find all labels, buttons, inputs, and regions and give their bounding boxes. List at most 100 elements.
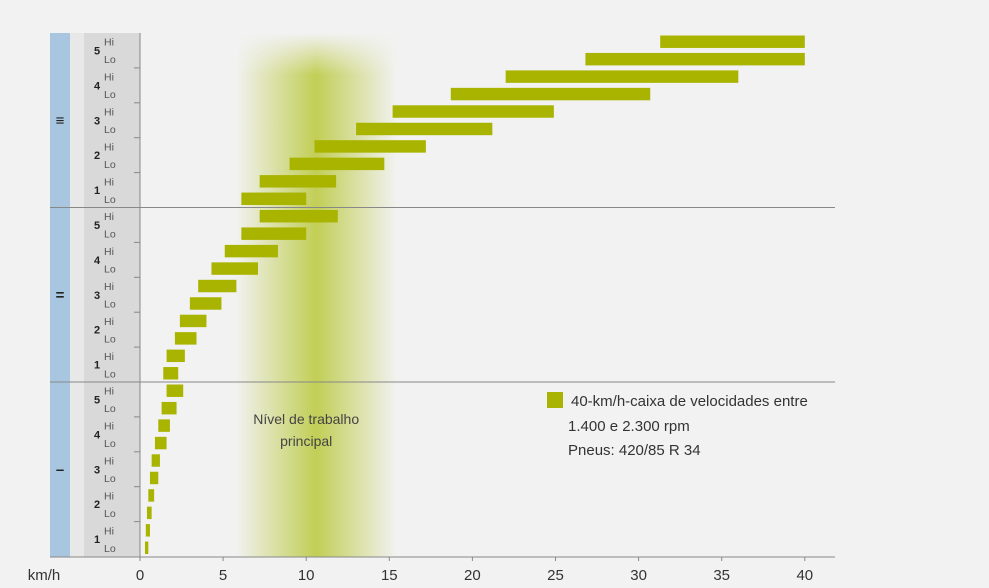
gear-number-label: 3 — [94, 290, 100, 302]
x-tick-label: 5 — [219, 567, 227, 583]
gear-mode-label: Hi — [104, 281, 114, 293]
x-axis-label: km/h — [28, 567, 61, 583]
gear-number-label: 1 — [94, 360, 100, 372]
gear-mode-label: Hi — [104, 107, 114, 119]
gear-number-label: 5 — [94, 394, 100, 406]
speed-range-bar — [148, 489, 155, 502]
gear-mode-label: Lo — [104, 543, 116, 555]
gear-number-label: 4 — [94, 80, 101, 92]
speed-range-bar — [179, 314, 207, 328]
gear-number-label: 4 — [94, 255, 101, 267]
x-tick-label: 0 — [136, 567, 144, 583]
x-tick-label: 30 — [630, 567, 647, 583]
speed-range-bar — [241, 227, 307, 240]
group-label: – — [56, 461, 64, 478]
gear-mode-label: Hi — [104, 211, 114, 223]
gear-number-label: 3 — [94, 464, 100, 476]
gear-mode-label: Lo — [104, 333, 116, 345]
gear-mode-label: Lo — [104, 194, 116, 206]
gear-mode-label: Hi — [104, 72, 114, 84]
gear-number-label: 3 — [94, 115, 100, 127]
band-label-line-2: principal — [280, 433, 332, 449]
gear-number-label: 2 — [94, 325, 100, 337]
speed-range-bar — [158, 419, 170, 432]
gear-label-column — [84, 33, 140, 557]
speed-range-bar — [146, 506, 152, 520]
speed-range-bar — [660, 35, 805, 48]
gear-mode-label: Lo — [104, 54, 116, 66]
gear-number-label: 5 — [94, 220, 100, 232]
gear-mode-label: Lo — [104, 508, 116, 520]
x-tick-label: 25 — [547, 567, 564, 583]
gear-number-label: 2 — [94, 150, 100, 162]
x-tick-label: 40 — [796, 567, 813, 583]
speed-range-bar — [174, 332, 197, 345]
gear-mode-label: Lo — [104, 403, 116, 415]
gear-mode-label: Lo — [104, 229, 116, 241]
speed-range-bar — [259, 175, 337, 188]
gear-mode-label: Lo — [104, 368, 116, 380]
speed-range-bar — [144, 541, 149, 554]
working-band-fade — [235, 33, 398, 557]
speed-range-bar — [505, 70, 739, 83]
gear-mode-label: Hi — [104, 351, 114, 363]
x-tick-label: 15 — [381, 567, 398, 583]
gear-number-label: 1 — [94, 185, 100, 197]
gear-mode-label: Hi — [104, 490, 114, 502]
speed-range-bar — [259, 210, 338, 223]
legend-line-1: 40-km/h-caixa de velocidades entre — [571, 393, 808, 410]
speed-range-bar — [145, 524, 150, 537]
speed-range-bar — [154, 436, 167, 450]
gear-mode-label: Hi — [104, 141, 114, 153]
group-column-divider — [70, 33, 84, 557]
x-tick-label: 35 — [713, 567, 730, 583]
legend-line-3: Pneus: 420/85 R 34 — [568, 442, 701, 459]
speed-range-bar — [241, 192, 307, 205]
speed-range-bar — [356, 122, 493, 136]
gear-mode-label: Lo — [104, 473, 116, 485]
gear-number-label: 2 — [94, 499, 100, 511]
speed-range-bar — [314, 140, 426, 153]
speed-range-bar — [151, 454, 160, 467]
speed-range-bar — [198, 279, 237, 293]
gear-mode-label: Lo — [104, 438, 116, 450]
gear-mode-label: Lo — [104, 159, 116, 171]
x-tick-label: 10 — [298, 567, 315, 583]
gear-mode-label: Lo — [104, 124, 116, 136]
speed-range-bar — [166, 349, 185, 363]
gear-number-label: 5 — [94, 45, 100, 57]
gear-mode-label: Hi — [104, 246, 114, 258]
speed-range-bar — [211, 262, 259, 275]
x-tick-label: 20 — [464, 567, 481, 583]
legend-swatch — [547, 392, 563, 408]
speed-range-bar — [585, 52, 805, 66]
speed-range-bar — [224, 244, 278, 258]
gear-number-label: 1 — [94, 534, 100, 546]
gear-mode-label: Hi — [104, 456, 114, 468]
speed-range-bar — [166, 384, 184, 397]
group-column — [50, 33, 70, 557]
group-label: ≡ — [56, 112, 65, 129]
speed-range-bar — [392, 105, 554, 118]
speed-range-bar — [163, 367, 179, 380]
gear-mode-label: Lo — [104, 89, 116, 101]
gear-mode-label: Lo — [104, 264, 116, 276]
gear-mode-label: Hi — [104, 176, 114, 188]
speed-range-bar — [289, 157, 385, 171]
group-label: = — [56, 287, 65, 304]
gear-mode-label: Hi — [104, 316, 114, 328]
gear-mode-label: Hi — [104, 386, 114, 398]
band-label-line-1: Nível de trabalho — [253, 411, 359, 427]
speed-range-bar — [450, 87, 651, 101]
speed-range-bar — [189, 297, 222, 310]
speed-range-bar — [149, 471, 159, 485]
gear-mode-label: Lo — [104, 298, 116, 310]
legend-line-2: 1.400 e 2.300 rpm — [568, 418, 690, 435]
speed-range-bar — [161, 401, 177, 415]
gear-mode-label: Hi — [104, 37, 114, 49]
gear-mode-label: Hi — [104, 421, 114, 433]
gear-mode-label: Hi — [104, 525, 114, 537]
gear-number-label: 4 — [94, 429, 101, 441]
